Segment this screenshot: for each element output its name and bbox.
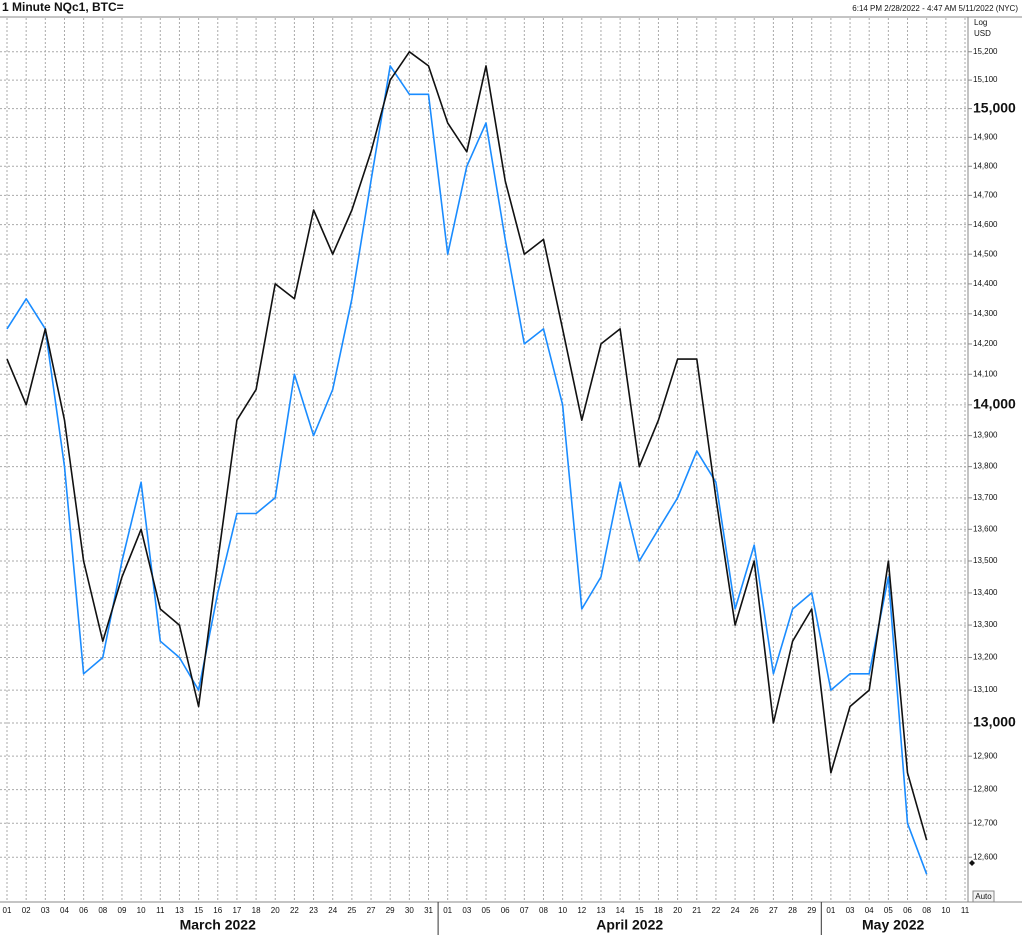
y-tick-label: 12,900 (973, 751, 998, 760)
x-tick-label: 27 (367, 906, 376, 915)
x-tick-label: 13 (175, 906, 184, 915)
y-tick-label: 12,800 (973, 785, 998, 794)
y-tick-label: 13,000 (973, 714, 1016, 730)
x-tick-label: 02 (22, 906, 31, 915)
x-tick-label: 11 (156, 906, 165, 915)
chart-title: 1 Minute NQc1, BTC= (2, 0, 124, 14)
y-tick-label: 15,200 (973, 47, 998, 56)
x-tick-label: 15 (194, 906, 203, 915)
y-tick-label: 14,100 (973, 369, 998, 378)
x-tick-label: 04 (60, 906, 69, 915)
x-tick-label: 20 (673, 906, 682, 915)
y-tick-label: 13,400 (973, 588, 998, 597)
x-tick-label: 11 (961, 906, 970, 915)
x-tick-label: 10 (558, 906, 567, 915)
x-tick-label: 16 (213, 906, 222, 915)
x-tick-label: 03 (462, 906, 471, 915)
x-tick-label: 18 (654, 906, 663, 915)
x-tick-label: 01 (826, 906, 835, 915)
month-label: April 2022 (596, 917, 663, 933)
x-tick-label: 22 (711, 906, 720, 915)
x-tick-label: 23 (309, 906, 318, 915)
x-tick-label: 03 (41, 906, 50, 915)
series-line (6, 65, 928, 875)
x-tick-label: 27 (769, 906, 778, 915)
x-tick-label: 08 (98, 906, 107, 915)
x-tick-label: 01 (443, 906, 452, 915)
x-tick-label: 08 (922, 906, 931, 915)
x-tick-label: 15 (635, 906, 644, 915)
x-tick-label: 29 (386, 906, 395, 915)
x-tick-label: 25 (347, 906, 356, 915)
x-tick-label: 26 (750, 906, 759, 915)
x-tick-label: 09 (118, 906, 127, 915)
date-range: 6:14 PM 2/28/2022 - 4:47 AM 5/11/2022 (N… (852, 4, 1018, 13)
x-tick-label: 06 (501, 906, 510, 915)
y-tick-label: 14,400 (973, 279, 998, 288)
y-tick-label: 14,200 (973, 339, 998, 348)
y-tick-label: 14,600 (973, 220, 998, 229)
x-tick-label: 04 (865, 906, 874, 915)
y-tick-label: 13,500 (973, 556, 998, 565)
x-tick-label: 07 (520, 906, 529, 915)
x-tick-label: 03 (846, 906, 855, 915)
x-tick-label: 29 (807, 906, 816, 915)
x-tick-label: 17 (232, 906, 241, 915)
x-tick-label: 08 (539, 906, 548, 915)
x-tick-label: 31 (424, 906, 433, 915)
x-tick-label: 14 (616, 906, 625, 915)
x-tick-label: 18 (252, 906, 261, 915)
y-tick-label: 14,500 (973, 249, 998, 258)
x-tick-label: 22 (290, 906, 299, 915)
x-tick-label: 24 (731, 906, 740, 915)
y-tick-label: 14,800 (973, 161, 998, 170)
x-tick-label: 30 (405, 906, 414, 915)
x-tick-label: 06 (903, 906, 912, 915)
y-tick-label: 15,100 (973, 75, 998, 84)
x-tick-label: 05 (482, 906, 491, 915)
y-tick-label: 14,700 (973, 190, 998, 199)
x-tick-label: 20 (271, 906, 280, 915)
y-tick-label: 13,100 (973, 685, 998, 694)
month-label: May 2022 (862, 917, 924, 933)
y-tick-label: 13,900 (973, 431, 998, 440)
auto-button-label[interactable]: Auto (975, 892, 992, 901)
y-tick-label: 13,300 (973, 620, 998, 629)
x-tick-label: 10 (137, 906, 146, 915)
y-tick-label: 14,900 (973, 132, 998, 141)
x-tick-label: 01 (3, 906, 12, 915)
y-tick-label: 14,300 (973, 309, 998, 318)
y-tick-label: 14,000 (973, 396, 1016, 412)
y-tick-label: 13,600 (973, 524, 998, 533)
auto-button[interactable] (972, 890, 995, 903)
x-tick-label: 10 (941, 906, 950, 915)
x-tick-label: 06 (79, 906, 88, 915)
month-label: March 2022 (180, 917, 256, 933)
scale-label: Log (974, 18, 987, 27)
x-tick-label: 24 (328, 906, 337, 915)
x-tick-label: 12 (577, 906, 586, 915)
x-tick-label: 21 (692, 906, 701, 915)
x-tick-label: 13 (597, 906, 606, 915)
y-tick-label: 13,200 (973, 653, 998, 662)
x-tick-label: 28 (788, 906, 797, 915)
y-tick-label: 12,600 (973, 852, 998, 861)
y-tick-label: 13,800 (973, 462, 998, 471)
currency-label: USD (974, 29, 991, 38)
series-line (6, 51, 928, 841)
y-tick-label: 13,700 (973, 493, 998, 502)
y-tick-label: 15,000 (973, 99, 1016, 115)
y-tick-label: 12,700 (973, 818, 998, 827)
x-tick-label: 05 (884, 906, 893, 915)
last-value-marker (969, 860, 975, 866)
